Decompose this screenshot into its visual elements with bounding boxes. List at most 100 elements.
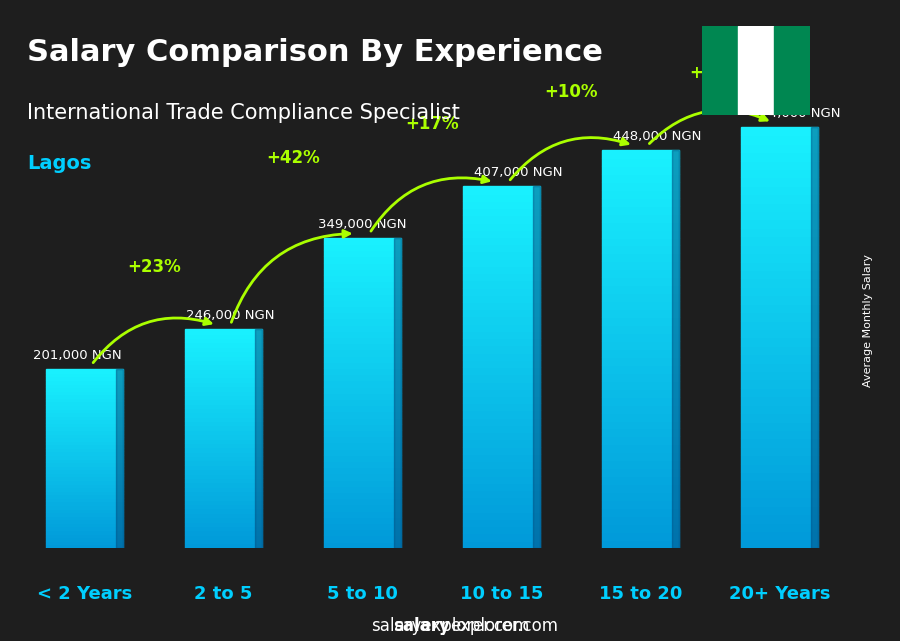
Bar — [464, 317, 540, 324]
Text: 407,000 NGN: 407,000 NGN — [474, 166, 562, 179]
Bar — [742, 514, 818, 522]
Bar — [46, 515, 122, 519]
Bar — [742, 438, 818, 447]
Bar — [742, 337, 818, 345]
Bar — [185, 456, 262, 460]
Bar — [742, 422, 818, 430]
Bar — [46, 391, 122, 394]
Bar — [464, 273, 540, 280]
Bar — [464, 324, 540, 331]
Bar — [742, 135, 818, 144]
Bar — [464, 251, 540, 259]
Bar — [46, 412, 122, 416]
Bar — [324, 325, 400, 331]
Bar — [742, 481, 818, 489]
Text: +10%: +10% — [544, 83, 598, 101]
Bar — [324, 263, 400, 269]
Bar — [185, 430, 262, 434]
Bar — [774, 26, 810, 115]
Bar — [185, 491, 262, 495]
Bar — [742, 270, 818, 278]
Bar — [464, 476, 540, 483]
Bar — [185, 342, 262, 347]
Bar — [185, 434, 262, 438]
Bar — [324, 523, 400, 529]
Bar — [324, 250, 400, 256]
Bar — [255, 329, 262, 548]
Bar — [464, 418, 540, 425]
Bar — [464, 396, 540, 403]
Bar — [185, 421, 262, 426]
Bar — [742, 354, 818, 363]
Bar — [46, 483, 122, 487]
Text: salaryexplorer.com: salaryexplorer.com — [371, 617, 529, 635]
Bar — [324, 461, 400, 467]
Bar — [324, 449, 400, 455]
Bar — [185, 504, 262, 508]
Bar — [742, 278, 818, 287]
Bar — [602, 269, 679, 278]
Bar — [464, 302, 540, 309]
Bar — [464, 381, 540, 389]
Bar — [464, 526, 540, 533]
Bar — [324, 294, 400, 300]
Bar — [742, 447, 818, 455]
Bar — [602, 437, 679, 444]
Text: 2 to 5: 2 to 5 — [194, 585, 253, 603]
Bar — [602, 381, 679, 388]
Bar — [324, 529, 400, 535]
Bar — [185, 390, 262, 395]
Bar — [324, 424, 400, 430]
Bar — [742, 506, 818, 514]
Bar — [324, 287, 400, 294]
Bar — [324, 275, 400, 281]
Bar — [46, 480, 122, 483]
Bar — [602, 532, 679, 540]
Bar — [185, 495, 262, 500]
Bar — [742, 160, 818, 169]
Bar — [185, 360, 262, 364]
Bar — [464, 345, 540, 353]
Bar — [464, 353, 540, 360]
Text: 246,000 NGN: 246,000 NGN — [186, 309, 274, 322]
Text: International Trade Compliance Specialist: International Trade Compliance Specialis… — [27, 103, 460, 122]
Bar — [185, 404, 262, 408]
Bar — [602, 357, 679, 365]
Bar — [185, 399, 262, 404]
Bar — [602, 404, 679, 413]
Bar — [742, 497, 818, 506]
Bar — [742, 186, 818, 194]
Bar — [46, 433, 122, 437]
Bar — [324, 418, 400, 424]
Bar — [324, 535, 400, 542]
Bar — [185, 469, 262, 474]
Bar — [602, 508, 679, 516]
Bar — [602, 453, 679, 460]
Bar — [464, 331, 540, 338]
Bar — [602, 325, 679, 333]
Bar — [46, 501, 122, 505]
Bar — [324, 474, 400, 479]
Bar — [464, 360, 540, 367]
Bar — [46, 476, 122, 480]
Bar — [602, 253, 679, 262]
Bar — [602, 229, 679, 238]
Bar — [185, 369, 262, 373]
Bar — [46, 369, 122, 373]
Bar — [742, 144, 818, 152]
Text: explorer.com: explorer.com — [450, 617, 558, 635]
Bar — [602, 468, 679, 476]
Bar — [46, 473, 122, 476]
Bar — [46, 416, 122, 419]
Bar — [185, 530, 262, 535]
Bar — [324, 300, 400, 306]
Bar — [46, 408, 122, 412]
Bar — [185, 478, 262, 482]
Bar — [46, 383, 122, 387]
Bar — [185, 452, 262, 456]
Bar — [324, 542, 400, 548]
Bar — [602, 484, 679, 492]
Bar — [602, 293, 679, 301]
Bar — [602, 413, 679, 420]
Bar — [324, 517, 400, 523]
